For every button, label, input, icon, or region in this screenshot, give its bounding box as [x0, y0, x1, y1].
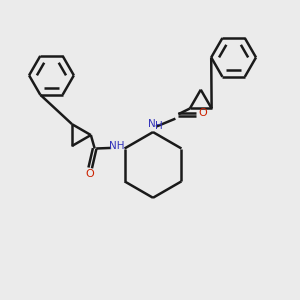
Text: NH: NH	[109, 140, 125, 151]
Text: N: N	[148, 119, 155, 129]
Text: O: O	[86, 169, 94, 179]
Text: H: H	[155, 121, 163, 131]
Text: O: O	[199, 108, 207, 118]
